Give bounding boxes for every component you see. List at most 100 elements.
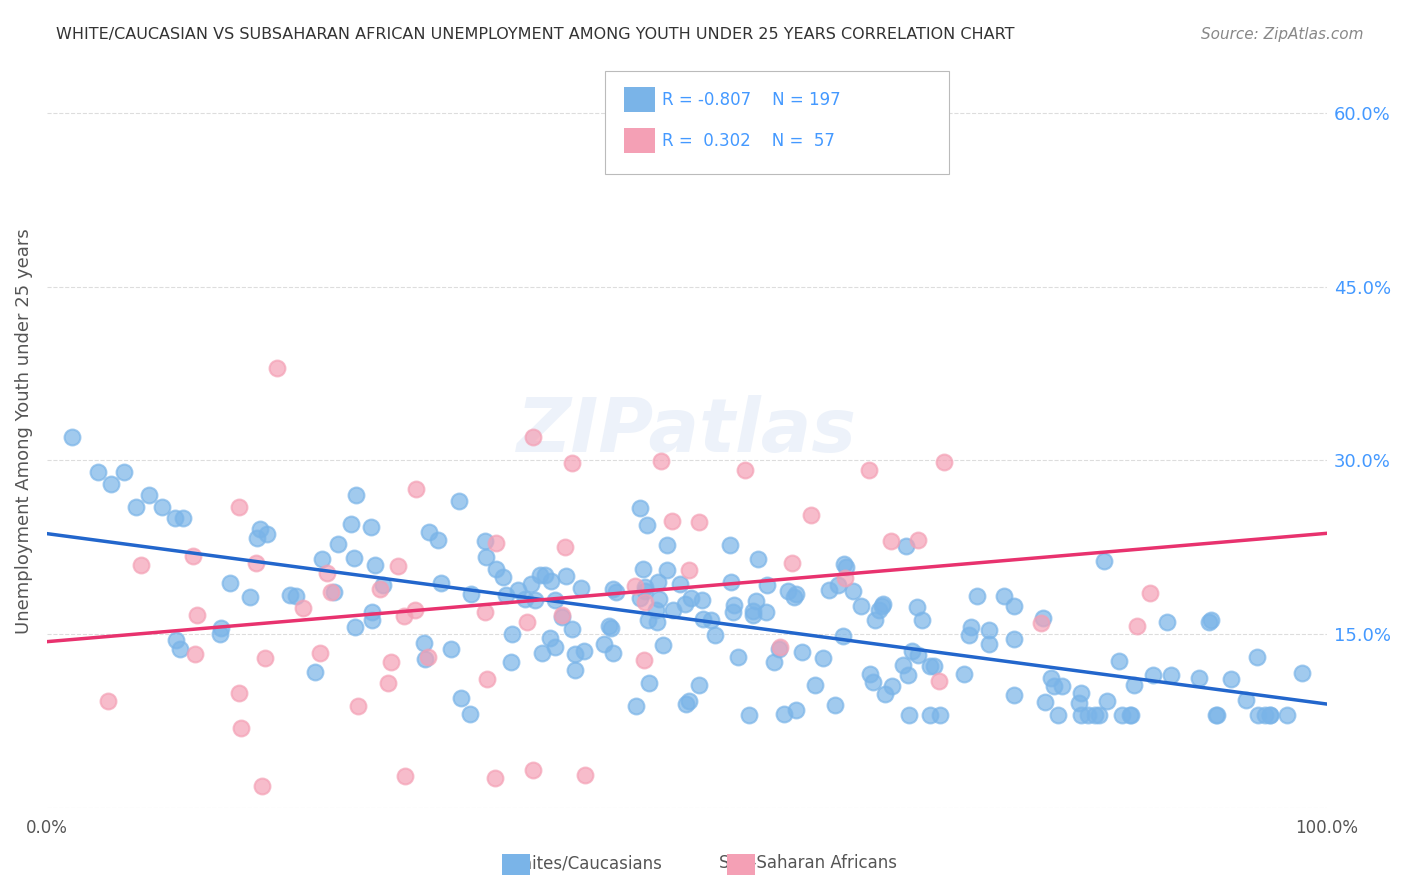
Point <box>628 501 651 516</box>
Point <box>800 508 823 523</box>
Point <box>1260 708 1282 723</box>
Point <box>718 538 741 552</box>
Point <box>633 652 655 666</box>
Point <box>1199 613 1222 627</box>
Point <box>522 763 544 777</box>
Point <box>872 599 894 613</box>
Point <box>1002 599 1025 613</box>
Point <box>1070 686 1092 700</box>
Point <box>540 574 562 588</box>
Point <box>1092 554 1115 568</box>
Point <box>647 575 669 590</box>
Point <box>703 628 725 642</box>
Text: Source: ZipAtlas.com: Source: ZipAtlas.com <box>1201 27 1364 42</box>
Point <box>574 768 596 782</box>
Point <box>623 579 645 593</box>
Point <box>309 646 332 660</box>
Point <box>1050 679 1073 693</box>
Point <box>905 599 928 614</box>
Point <box>440 642 463 657</box>
Point <box>785 587 807 601</box>
Point <box>373 578 395 592</box>
Point <box>932 455 955 469</box>
Point <box>755 605 778 619</box>
Point <box>1139 585 1161 599</box>
Point <box>602 646 624 660</box>
Point <box>1032 611 1054 625</box>
Point <box>418 525 440 540</box>
Point <box>209 627 232 641</box>
Point <box>747 552 769 566</box>
Point <box>957 627 980 641</box>
Point <box>238 590 260 604</box>
Point <box>922 659 945 673</box>
Point <box>219 576 242 591</box>
Point <box>125 500 148 514</box>
Text: WHITE/CAUCASIAN VS SUBSAHARAN AFRICAN UNEMPLOYMENT AMONG YOUTH UNDER 25 YEARS CO: WHITE/CAUCASIAN VS SUBSAHARAN AFRICAN UN… <box>56 27 1015 42</box>
Point <box>506 582 529 597</box>
Point <box>692 612 714 626</box>
Point <box>304 665 326 679</box>
Point <box>1108 654 1130 668</box>
Point <box>474 606 496 620</box>
Point <box>645 615 668 629</box>
Point <box>447 494 470 508</box>
Point <box>561 456 583 470</box>
Point <box>907 648 929 663</box>
Point <box>228 686 250 700</box>
Point <box>163 511 186 525</box>
Point <box>858 667 880 681</box>
Point <box>249 523 271 537</box>
Point <box>427 533 450 547</box>
Point <box>727 649 749 664</box>
Point <box>769 640 792 654</box>
Point <box>669 577 692 591</box>
Point <box>832 629 855 643</box>
Point <box>834 571 856 585</box>
Point <box>1198 615 1220 630</box>
Point <box>891 658 914 673</box>
Point <box>499 655 522 669</box>
Point <box>416 649 439 664</box>
Point <box>326 536 349 550</box>
Point <box>897 668 920 682</box>
Point <box>1084 708 1107 723</box>
Point <box>531 647 554 661</box>
Point <box>413 652 436 666</box>
Point <box>364 558 387 573</box>
Point <box>918 708 941 723</box>
Point <box>129 558 152 572</box>
Point <box>97 694 120 708</box>
Point <box>62 430 84 444</box>
Point <box>873 687 896 701</box>
Point <box>872 597 894 611</box>
Point <box>1156 615 1178 629</box>
Point <box>824 698 846 712</box>
Point <box>1291 666 1313 681</box>
Point <box>650 453 672 467</box>
Point <box>361 613 384 627</box>
Point <box>688 678 710 692</box>
Point <box>832 558 855 572</box>
Point <box>780 556 803 570</box>
Point <box>323 584 346 599</box>
Point <box>1254 708 1277 723</box>
Point <box>1070 708 1092 723</box>
Point <box>209 621 232 635</box>
Point <box>966 589 988 603</box>
Point <box>862 674 884 689</box>
Point <box>920 659 942 673</box>
Point <box>564 663 586 677</box>
Point <box>551 607 574 622</box>
Point <box>688 516 710 530</box>
Point <box>655 563 678 577</box>
Point <box>485 562 508 576</box>
Point <box>533 567 555 582</box>
Point <box>523 592 546 607</box>
Point <box>550 609 572 624</box>
Point <box>430 575 453 590</box>
Point <box>690 593 713 607</box>
Text: R = -0.807    N = 197: R = -0.807 N = 197 <box>662 91 841 109</box>
Point <box>738 708 761 723</box>
Point <box>783 591 806 605</box>
